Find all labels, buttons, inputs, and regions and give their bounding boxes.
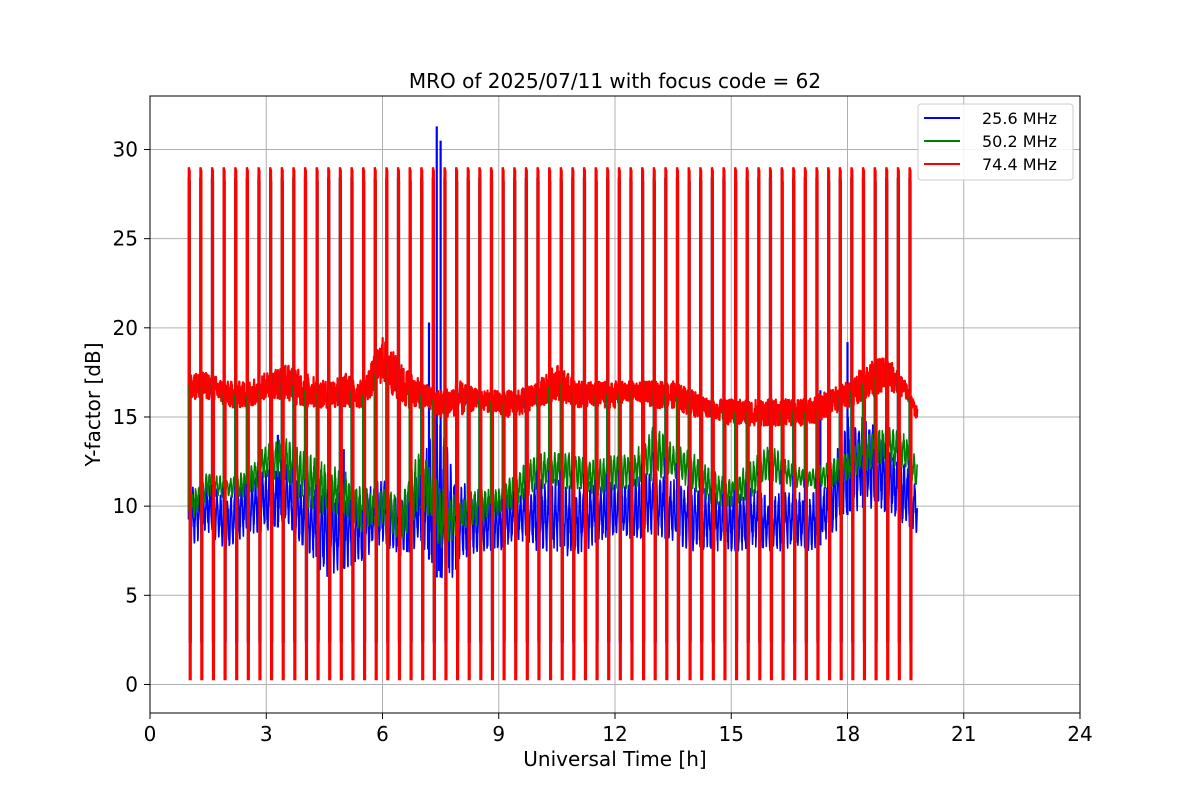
x-tick-label: 24 [1067,722,1092,746]
calibration-pulse [466,167,471,681]
y-tick-label: 25 [113,227,138,251]
calibration-pulse [245,167,250,681]
calibration-pulse [792,167,797,681]
calibration-pulse [745,167,750,681]
x-tick-label: 15 [719,722,744,746]
x-axis: 0 3 6 9 12 15 18 21 24 [144,713,1093,746]
calibration-pulse [571,167,576,681]
y-tick-label: 5 [125,583,138,607]
calibration-pulse [489,167,495,681]
y-axis-label: Y-factor [dB] [81,342,105,467]
calibration-pulse [838,167,843,681]
calibration-pulse [885,167,890,681]
calibration-pulse [629,167,634,681]
calibration-pulse [501,167,506,681]
y-tick-label: 15 [113,405,138,429]
calibration-pulse [873,167,878,681]
y-tick-label: 20 [113,316,138,340]
y-tick-label: 10 [113,494,138,518]
calibration-pulse [617,167,622,681]
calibration-pulse [222,167,227,681]
calibration-pulse [187,167,192,681]
calibration-pulse [675,167,681,681]
calibration-pulse [780,167,785,681]
calibration-pulse [315,167,320,681]
legend-box [917,103,1074,181]
calibration-pulse [768,167,774,681]
calibration-pulse [594,167,599,681]
x-axis-label: Universal Time [h] [523,747,706,771]
x-tick-label: 18 [835,722,860,746]
calibration-pulse [524,167,529,681]
calibration-pulse [327,167,332,681]
calibration-pulse [896,167,901,681]
x-tick-label: 21 [951,722,976,746]
y-tick-label: 30 [113,137,138,161]
calibration-pulse [408,167,413,681]
calibration-pulse [606,167,611,681]
calibration-pulse [455,167,460,681]
calibration-pulse [757,167,762,681]
x-tick-label: 3 [260,722,273,746]
calibration-pulse [710,167,715,681]
calibration-pulse [827,167,832,681]
calibration-pulse [734,167,739,681]
calibration-pulse [303,167,309,681]
calibration-pulse [420,167,425,681]
legend-label: 50.2 MHz [982,132,1057,151]
calibration-pulse [199,167,204,681]
calibration-pulse [513,167,518,681]
calibration-pulse [280,167,285,681]
calibration-pulse [269,167,274,681]
calibration-pulse [385,167,390,681]
calibration-pulse [431,167,436,681]
calibration-pulse [803,167,808,681]
calibration-pulse [582,167,588,681]
calibration-pulse [559,167,564,681]
calibration-pulse [536,167,541,681]
calibration-pulse [210,167,216,681]
calibration-pulse [815,167,820,681]
calibration-pulse [234,167,239,681]
legend-label: 74.4 MHz [982,155,1057,174]
calibration-pulse [850,167,855,681]
calibration-pulse [373,167,378,681]
calibration-pulse [478,167,483,681]
calibration-pulse [641,167,646,681]
calibration-pulse [687,167,692,681]
calibration-pulse [362,167,367,681]
calibration-pulse [722,167,727,681]
calibration-pulse [443,167,448,681]
x-tick-label: 0 [144,722,157,746]
calibration-pulse [548,167,553,681]
x-tick-label: 9 [492,722,505,746]
calibration-pulse [861,167,867,681]
legend: 25.6 MHz 50.2 MHz 74.4 MHz [917,103,1074,181]
x-tick-label: 6 [376,722,389,746]
calibration-pulse [257,167,262,681]
x-tick-label: 12 [602,722,627,746]
calibration-pulse [699,167,704,681]
y-axis: 0 5 10 15 20 25 30 [113,137,150,696]
calibration-pulse [338,167,343,681]
calibration-pulse [664,167,669,681]
calibration-pulse [396,167,402,681]
series-line-74-4-MHz [187,336,919,427]
y-tick-label: 0 [125,672,138,696]
calibration-pulse [292,167,297,681]
calibration-pulse [908,167,913,681]
calibration-pulse [652,167,657,681]
legend-label: 25.6 MHz [982,109,1057,128]
chart-title: MRO of 2025/07/11 with focus code = 62 [409,69,821,93]
calibration-pulse [350,167,355,681]
